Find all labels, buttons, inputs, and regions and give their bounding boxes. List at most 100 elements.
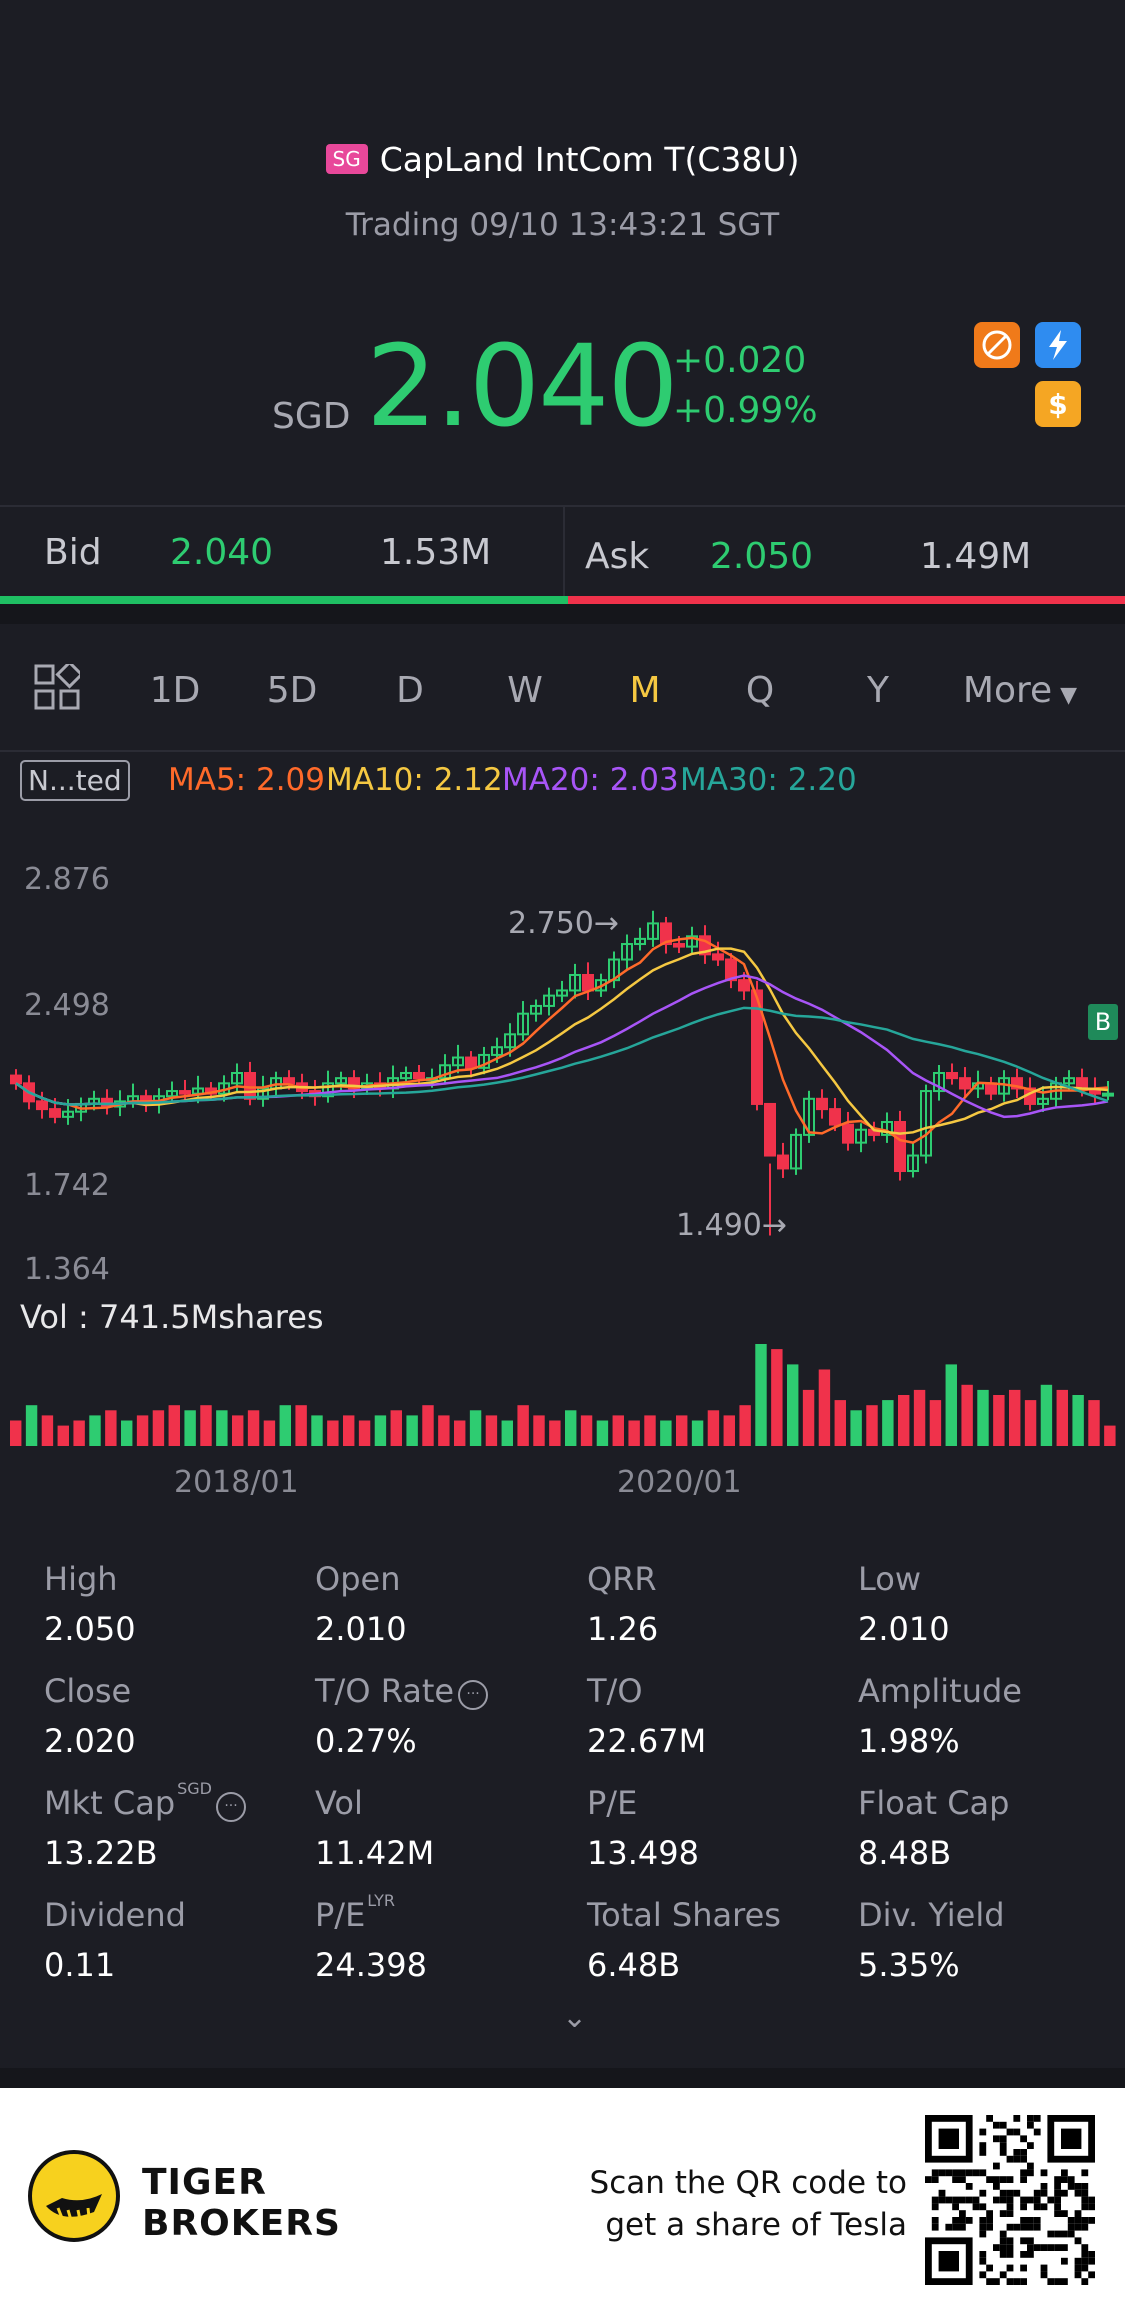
qr-code-icon — [925, 2115, 1095, 2285]
market-badge: SG — [325, 144, 368, 174]
stat-label: QRR — [587, 1560, 657, 1598]
volume-bar — [358, 1420, 371, 1446]
tab-5d[interactable]: 5D — [266, 670, 318, 711]
tab-1d[interactable]: 1D — [149, 670, 201, 711]
stat-value: 1.26 — [587, 1610, 659, 1648]
scan-text: get a share of Tesla — [605, 2207, 907, 2243]
tab-w[interactable]: W — [507, 670, 543, 711]
candle-body — [36, 1100, 48, 1111]
candle-body — [764, 1102, 776, 1157]
candle-body — [1063, 1077, 1075, 1085]
stat-label: High — [44, 1560, 118, 1598]
candle-body — [634, 937, 646, 946]
section-gap — [0, 604, 1125, 624]
candle-body — [686, 935, 698, 948]
volume-bar — [533, 1415, 545, 1446]
stat-value: 0.11 — [44, 1946, 116, 1984]
candlestick-chart[interactable] — [0, 860, 1125, 1280]
volume-bar — [1009, 1389, 1021, 1446]
tab-q[interactable]: Q — [745, 670, 775, 711]
buy-marker[interactable]: B — [1088, 1004, 1118, 1040]
volume-bar — [755, 1344, 767, 1446]
volume-bar — [343, 1415, 355, 1446]
candle-body — [413, 1072, 425, 1080]
volume-bar — [660, 1420, 672, 1446]
chevron-down-icon[interactable]: ⌄ — [562, 2000, 588, 2035]
volume-bar — [10, 1420, 22, 1446]
candle-body — [907, 1154, 919, 1173]
volume-bar — [390, 1410, 402, 1446]
price-change: +0.020 — [673, 340, 807, 381]
volume-bar — [501, 1420, 513, 1446]
volume-bar — [1072, 1395, 1084, 1446]
stat-label: Total Shares — [587, 1896, 781, 1934]
volume-bar — [374, 1415, 387, 1446]
volume-bar — [945, 1364, 957, 1446]
bid-price: 2.040 — [170, 532, 274, 573]
candle-body — [517, 1012, 529, 1036]
candle-body — [49, 1108, 61, 1118]
tab-y[interactable]: Y — [867, 670, 889, 711]
ma5-line — [15, 936, 1109, 1144]
stat-value: 2.050 — [44, 1610, 136, 1648]
volume-bar — [469, 1410, 482, 1446]
tab-more[interactable]: More ▼ — [955, 670, 1085, 711]
volume-bar — [707, 1410, 720, 1446]
candle-body — [556, 989, 568, 997]
brand-name: TIGER — [142, 2162, 267, 2203]
scan-text: Scan the QR code to — [589, 2165, 907, 2201]
no-short-icon[interactable] — [974, 322, 1020, 368]
info-icon[interactable]: ··· — [216, 1792, 246, 1822]
candle-body — [777, 1154, 789, 1170]
volume-bar — [25, 1405, 38, 1446]
candle-body — [894, 1121, 906, 1173]
volume-bar — [1104, 1425, 1116, 1446]
stat-value: 22.67M — [587, 1722, 707, 1760]
adjust-mode-button[interactable]: N...ted — [20, 760, 130, 801]
candle-body — [166, 1090, 178, 1098]
arrow-right-icon: → — [761, 1208, 788, 1243]
candle-body — [1011, 1077, 1023, 1090]
volume-bar — [802, 1389, 815, 1446]
candle-body — [452, 1056, 464, 1067]
volume-bar — [517, 1405, 529, 1446]
candle-body — [543, 994, 555, 1007]
candle-body — [959, 1077, 971, 1090]
tab-m[interactable]: M — [629, 670, 661, 711]
stat-value: 24.398 — [315, 1946, 427, 1984]
stat-label: Open — [315, 1560, 400, 1598]
volume-bar — [406, 1415, 418, 1446]
stat-value: 13.22B — [44, 1834, 158, 1872]
volume-bar — [1024, 1400, 1037, 1446]
ma30-value: MA30: 2.20 — [680, 762, 857, 798]
stat-label: Vol — [315, 1784, 363, 1822]
volume-bar — [549, 1420, 561, 1446]
volume-bar — [311, 1415, 323, 1446]
stat-label: P/E LYR — [315, 1891, 395, 1934]
volume-bar — [232, 1415, 244, 1446]
tab-d[interactable]: D — [396, 670, 424, 711]
volume-bar — [454, 1420, 466, 1446]
stat-value: 2.010 — [315, 1610, 407, 1648]
stat-value: 2.010 — [858, 1610, 950, 1648]
stat-label-text: Close — [44, 1672, 132, 1710]
dollar-icon[interactable]: $ — [1035, 381, 1081, 427]
volume-bar — [691, 1420, 704, 1446]
candle-body — [790, 1133, 802, 1170]
volume-bar — [913, 1389, 926, 1446]
ma10-line — [15, 947, 1109, 1135]
low-marker-value: 1.490 — [676, 1208, 762, 1243]
volume-bar — [882, 1400, 894, 1446]
volume-bar — [295, 1405, 307, 1446]
stat-label: Dividend — [44, 1896, 186, 1934]
volume-bar — [993, 1395, 1005, 1446]
lightning-icon[interactable] — [1035, 322, 1081, 368]
volume-bar — [628, 1420, 640, 1446]
volume-chart — [10, 1344, 1116, 1446]
info-icon[interactable]: ··· — [458, 1680, 489, 1710]
candle-body — [582, 973, 594, 992]
candle-body — [751, 989, 763, 1105]
last-price: 2.040 — [366, 322, 679, 452]
y-tick: 2.498 — [24, 988, 110, 1023]
grid-icon[interactable] — [34, 660, 84, 710]
